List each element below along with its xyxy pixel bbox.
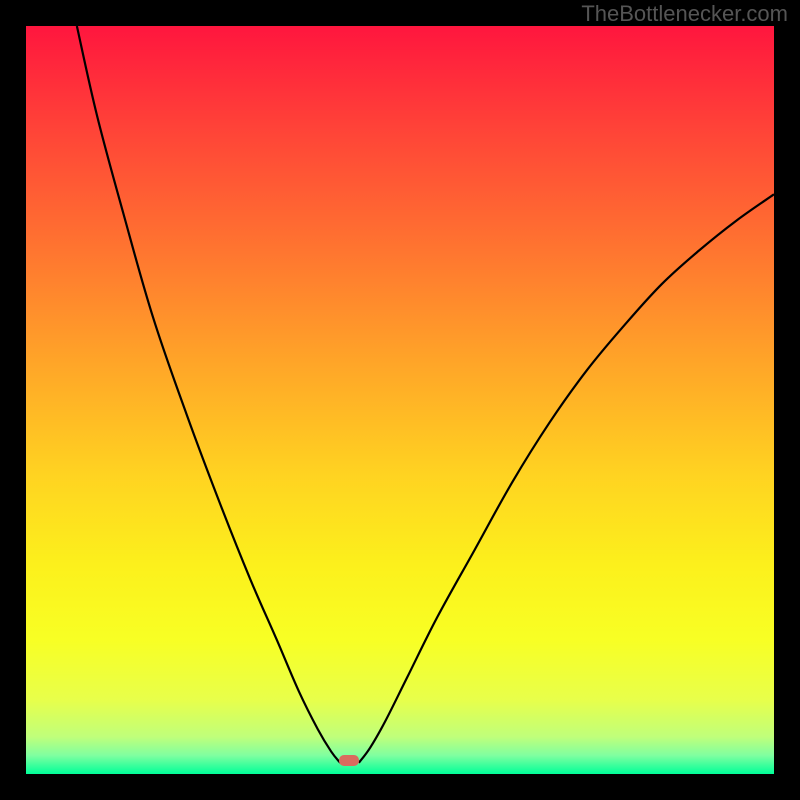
curve-path [77,26,774,763]
minimum-marker [339,755,359,766]
plot-area [26,26,774,774]
curve-layer [26,26,774,774]
chart-container: TheBottlenecker.com [0,0,800,800]
watermark-text: TheBottlenecker.com [581,1,788,27]
